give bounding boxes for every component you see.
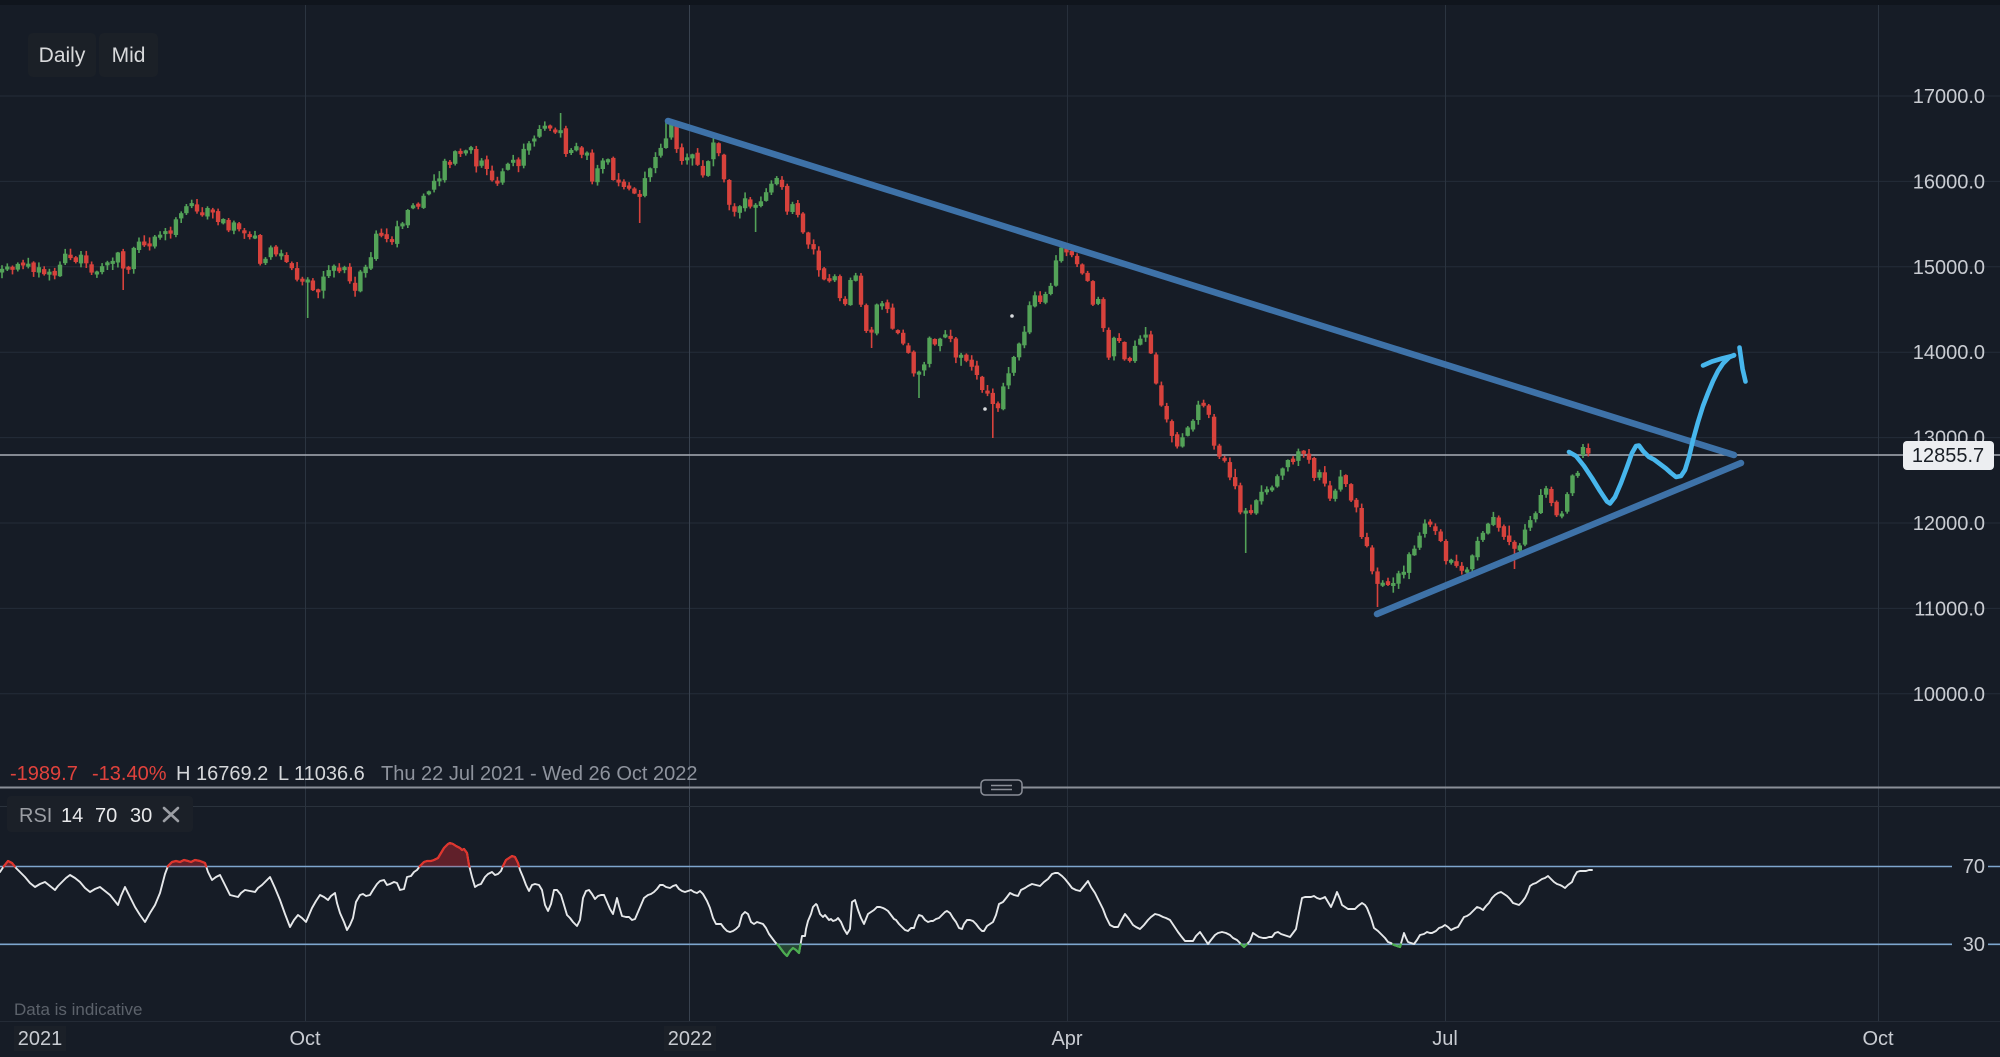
svg-text:RSI: RSI (19, 805, 52, 827)
svg-text:30: 30 (1963, 934, 1985, 956)
svg-text:-1989.7: -1989.7 (10, 763, 78, 785)
svg-text:12855.7: 12855.7 (1912, 445, 1984, 467)
svg-text:Oct: Oct (1862, 1028, 1894, 1050)
svg-text:30: 30 (130, 805, 152, 827)
svg-text:2021: 2021 (18, 1028, 63, 1050)
svg-text:H 16769.2: H 16769.2 (176, 763, 268, 785)
svg-text:12000.0: 12000.0 (1913, 513, 1985, 535)
svg-text:Daily: Daily (39, 44, 86, 67)
svg-text:15000.0: 15000.0 (1913, 257, 1985, 279)
svg-text:Oct: Oct (289, 1028, 321, 1050)
svg-text:Mid: Mid (112, 44, 146, 67)
svg-text:Jul: Jul (1432, 1028, 1458, 1050)
svg-text:2022: 2022 (668, 1028, 713, 1050)
svg-text:-13.40%: -13.40% (92, 763, 167, 785)
svg-text:Data is indicative: Data is indicative (14, 1000, 143, 1019)
svg-text:17000.0: 17000.0 (1913, 86, 1985, 108)
svg-text:10000.0: 10000.0 (1913, 684, 1985, 706)
svg-text:Thu 22 Jul 2021 - Wed 26 Oct 2: Thu 22 Jul 2021 - Wed 26 Oct 2022 (381, 763, 698, 785)
svg-text:14000.0: 14000.0 (1913, 342, 1985, 364)
svg-text:Apr: Apr (1051, 1028, 1082, 1050)
svg-text:70: 70 (95, 805, 117, 827)
svg-text:L 11036.6: L 11036.6 (278, 763, 365, 785)
svg-text:14: 14 (61, 805, 83, 827)
svg-text:70: 70 (1963, 856, 1985, 878)
svg-text:16000.0: 16000.0 (1913, 171, 1985, 193)
svg-text:11000.0: 11000.0 (1914, 598, 1985, 620)
